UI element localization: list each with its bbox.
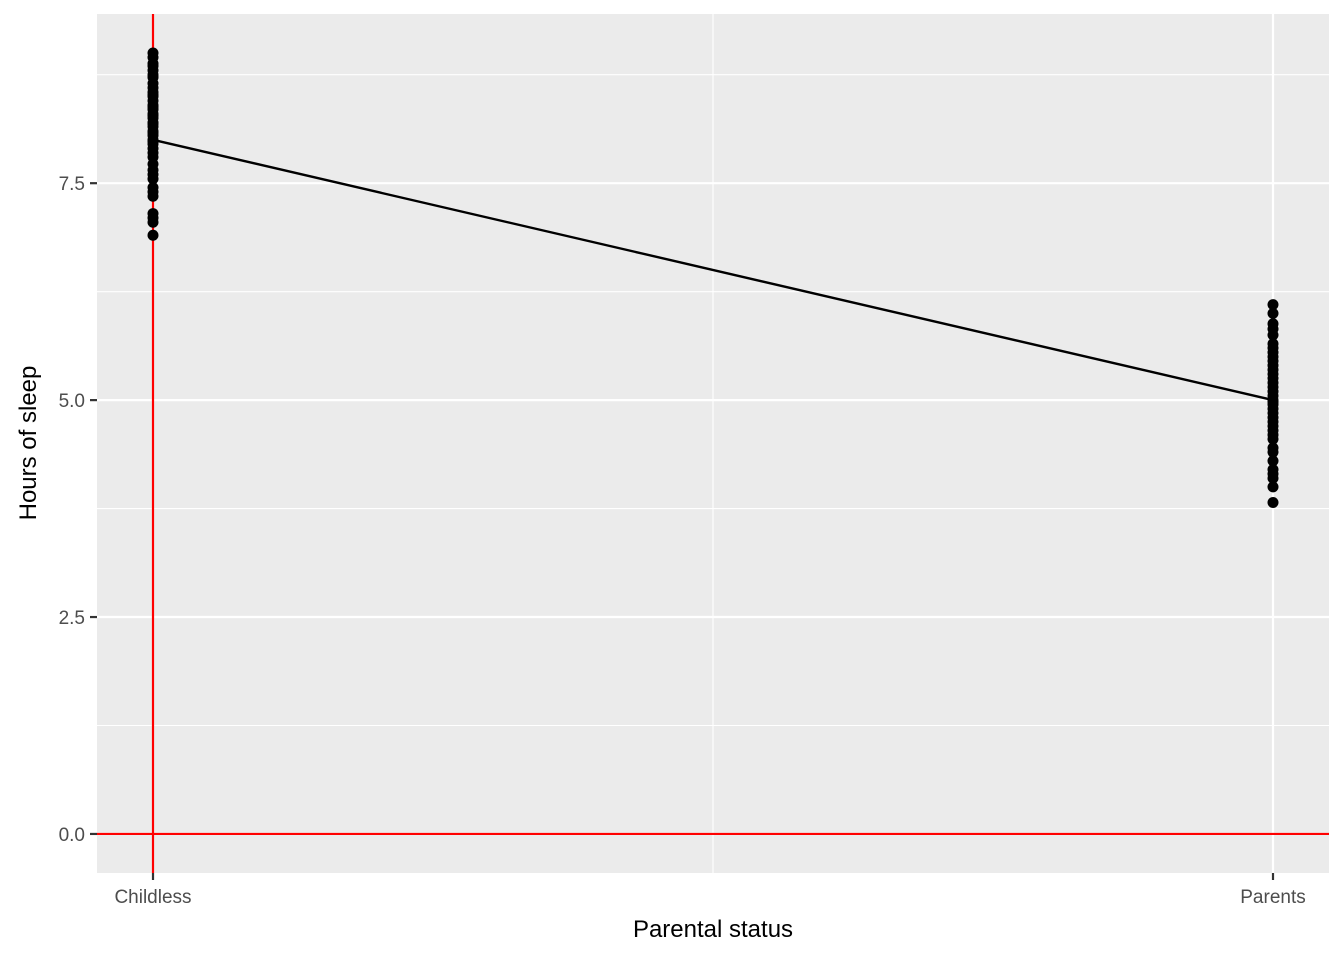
data-point	[1267, 299, 1279, 311]
data-point	[147, 229, 159, 241]
data-point	[1267, 329, 1279, 341]
x-axis: Childless Parents	[114, 873, 1306, 908]
y-axis: 0.0 2.5 5.0 7.5	[59, 174, 97, 846]
data-point	[1267, 497, 1279, 509]
y-tick-label: 0.0	[59, 825, 85, 846]
y-tick-label: 2.5	[59, 608, 85, 629]
data-point	[1267, 307, 1279, 319]
data-point	[1267, 433, 1279, 445]
y-tick-label: 7.5	[59, 174, 85, 195]
x-tick-label: Childless	[114, 887, 191, 908]
data-point	[1267, 455, 1279, 467]
x-tick-label: Parents	[1240, 887, 1305, 908]
data-point	[1267, 472, 1279, 484]
trend-line-group	[152, 138, 1274, 402]
trend-line	[152, 138, 1274, 402]
y-tick-label: 5.0	[59, 391, 85, 412]
data-point	[147, 190, 159, 202]
minor-gridlines	[97, 14, 1329, 873]
y-axis-title: Hours of sleep	[15, 366, 42, 521]
data-point	[147, 216, 159, 228]
x-axis-title: Parental status	[633, 916, 793, 943]
data-point	[1267, 446, 1279, 458]
data-points	[147, 47, 1279, 509]
data-point	[147, 173, 159, 185]
data-point	[1267, 481, 1279, 493]
